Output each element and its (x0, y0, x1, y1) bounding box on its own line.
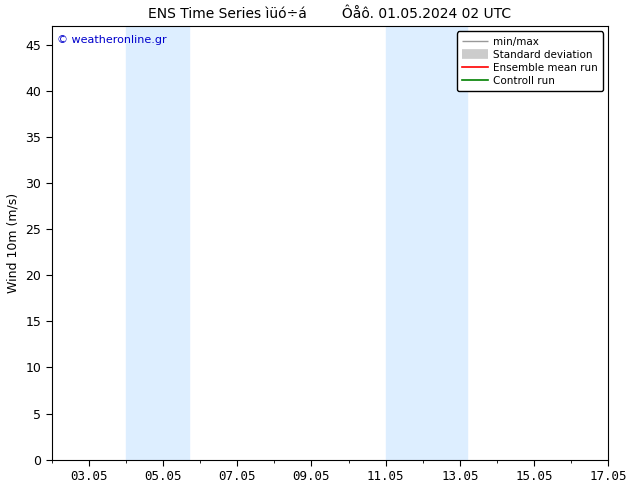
Text: © weatheronline.gr: © weatheronline.gr (57, 35, 167, 45)
Title: ENS Time Series ìüó÷á        Ôåô. 01.05.2024 02 UTC: ENS Time Series ìüó÷á Ôåô. 01.05.2024 02… (148, 7, 512, 21)
Bar (126, 26, 189, 460)
Y-axis label: Wind 10m (m/s): Wind 10m (m/s) (7, 193, 20, 293)
Legend: min/max, Standard deviation, Ensemble mean run, Controll run: min/max, Standard deviation, Ensemble me… (456, 31, 603, 91)
Bar (385, 26, 467, 460)
